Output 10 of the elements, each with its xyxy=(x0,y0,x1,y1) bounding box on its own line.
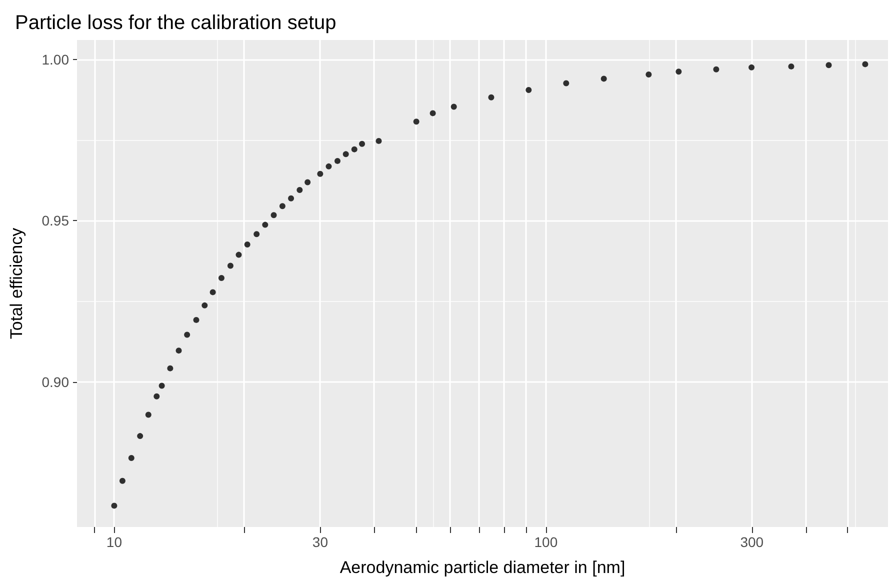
x-tick-label: 300 xyxy=(740,534,764,550)
chart-title: Particle loss for the calibration setup xyxy=(15,12,336,34)
x-tick-label: 100 xyxy=(534,534,558,550)
x-tick-label: 30 xyxy=(312,534,328,550)
x-axis-title: Aerodynamic particle diameter in [nm] xyxy=(340,558,626,577)
x-tick-label: 10 xyxy=(106,534,122,550)
y-tick-label: 1.00 xyxy=(42,51,70,68)
y-tick-label: 0.90 xyxy=(42,374,70,390)
y-axis-title: Total efficiency xyxy=(7,227,26,340)
y-tick-label: 0.95 xyxy=(42,212,70,229)
